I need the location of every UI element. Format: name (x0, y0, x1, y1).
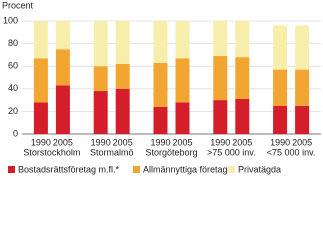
group-label: >75 000 inv. (207, 147, 256, 157)
y-tick-label: 100 (3, 15, 18, 25)
bar-segment (55, 49, 70, 86)
legend-swatch (228, 166, 235, 173)
y-tick-label: 80 (8, 38, 18, 48)
x-tick-label: 2005 (172, 137, 192, 147)
bar-segment (55, 85, 70, 134)
bar-segment (93, 91, 108, 134)
bar-segment (235, 98, 250, 134)
x-tick-label: 2005 (113, 137, 133, 147)
x-tick-label: 1990 (31, 137, 51, 147)
bar-segment (213, 56, 228, 101)
x-tick-label: 2005 (53, 137, 73, 147)
x-tick-label: 1990 (270, 137, 290, 147)
bar-segment (295, 25, 310, 70)
bar-segment (93, 66, 108, 92)
bar-segment (153, 21, 168, 63)
bar-segment (175, 21, 190, 59)
bar-segment (175, 102, 190, 134)
bar-segment (295, 105, 310, 134)
bar-segment (213, 100, 228, 134)
bar-segment (55, 21, 70, 50)
group-label: Storstockholm (23, 147, 80, 157)
y-tick-label: 40 (8, 83, 18, 93)
bar-segment (33, 102, 48, 134)
legend-swatch (133, 166, 140, 173)
bar-segment (33, 58, 48, 103)
bar-segment (235, 21, 250, 58)
y-tick-label: 60 (8, 61, 18, 71)
bar-segment (295, 69, 310, 106)
bar-segment (93, 21, 108, 67)
bar-segment (153, 62, 168, 107)
x-tick-label: 1990 (91, 137, 111, 147)
group-label: <75 000 inv. (267, 147, 316, 157)
bar-segment (153, 106, 168, 134)
group-label: Stormalmö (90, 147, 134, 157)
y-tick-label: 0 (13, 128, 18, 138)
legend-swatch (8, 166, 15, 173)
x-tick-label: 2005 (292, 137, 312, 147)
bar-segment (273, 25, 288, 70)
bar-segment (235, 57, 250, 99)
legend-label: Privatägda (238, 164, 281, 174)
x-tick-label: 1990 (210, 137, 230, 147)
legend-label: Bostadsrättsföretag m.fl.* (18, 164, 120, 174)
bar-segment (213, 21, 228, 57)
y-axis-label: Procent (2, 0, 34, 10)
x-tick-label: 2005 (232, 137, 252, 147)
bar-segment (115, 63, 130, 89)
bar-segment (273, 69, 288, 106)
group-label: Storgöteborg (145, 147, 197, 157)
bar-segment (33, 21, 48, 59)
bar-segment (273, 105, 288, 134)
bar-segment (175, 58, 190, 103)
y-tick-label: 20 (8, 106, 18, 116)
bar-segment (115, 21, 130, 64)
x-tick-label: 1990 (150, 137, 170, 147)
legend-label: Allmännyttiga företag (143, 164, 228, 174)
bar-segment (115, 88, 130, 134)
